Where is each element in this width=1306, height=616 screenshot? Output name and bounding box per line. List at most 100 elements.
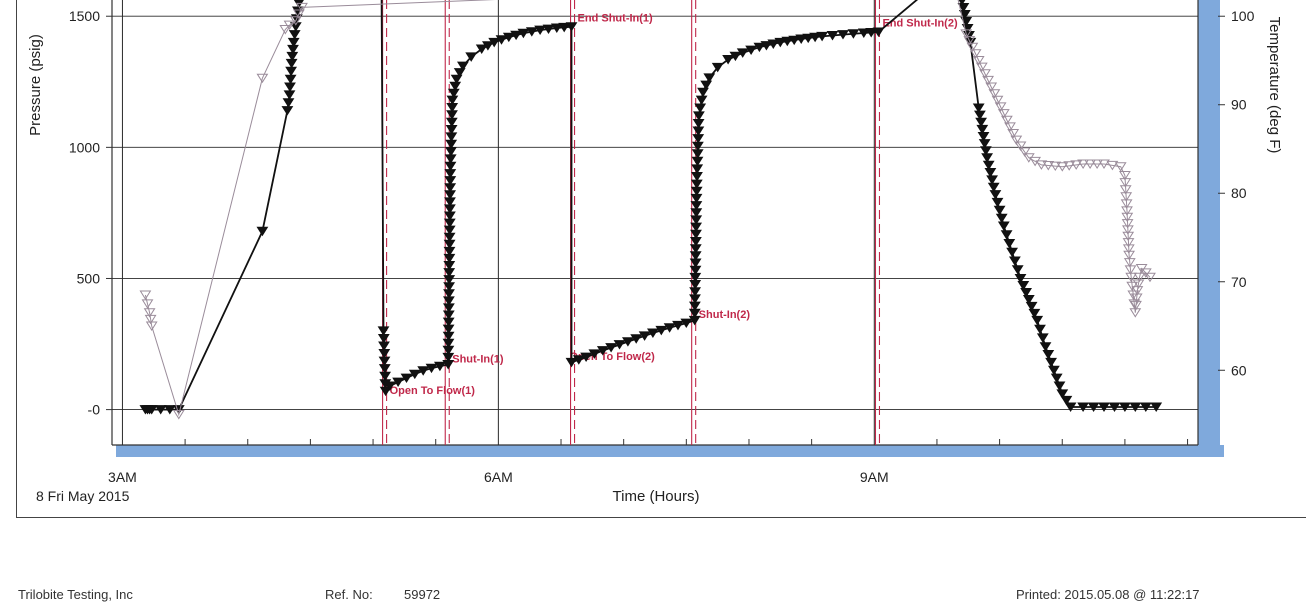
pressure-marker [865, 28, 878, 38]
pressure-marker [453, 68, 466, 78]
pressure-marker [1017, 281, 1030, 291]
pressure-marker [837, 30, 849, 40]
pressure-marker [1098, 402, 1110, 412]
pressure-marker [979, 146, 992, 156]
temperature-marker [1035, 160, 1048, 170]
pressure-marker [872, 27, 885, 37]
pressure-marker [534, 25, 547, 36]
printed-timestamp: Printed: 2015.05.08 @ 11:22:17 [1016, 587, 1200, 602]
pressure-marker [802, 33, 815, 44]
pressure-marker [695, 95, 708, 106]
pressure-marker [788, 35, 801, 46]
pressure-marker [722, 55, 735, 65]
temperature-marker [1120, 192, 1133, 202]
temperature-marker [1122, 244, 1135, 254]
temperature-marker [963, 36, 976, 46]
temperature-marker [289, 16, 302, 26]
temperature-marker [1121, 212, 1134, 223]
pressure-marker [502, 32, 515, 43]
pressure-marker [984, 168, 997, 178]
temperature-marker [1063, 161, 1076, 171]
pressure-marker [145, 405, 158, 415]
y-right-axis-title: Temperature (deg F) [1266, 17, 1283, 154]
pressure-marker [1139, 402, 1152, 412]
pressure-marker [857, 28, 870, 38]
pressure-marker [558, 22, 571, 33]
pressure-marker [1011, 265, 1024, 275]
pressure-marker [729, 51, 742, 62]
temperature-marker [1010, 135, 1023, 146]
pressure-marker [379, 386, 392, 397]
pressure-marker [1150, 402, 1163, 412]
pressure-marker [736, 48, 749, 58]
pressure-marker [816, 31, 829, 42]
pressure-marker [447, 88, 460, 99]
company-name: Trilobite Testing, Inc [18, 587, 133, 602]
pressure-marker [694, 103, 707, 113]
event-label: Open To Flow(1) [390, 385, 476, 397]
pressure-marker [285, 66, 298, 77]
pressure-marker [425, 363, 438, 374]
pressure-marker [449, 81, 462, 92]
x-date-label: 8 Fri May 2015 [36, 488, 130, 504]
event-label: End Shut-In(1) [578, 12, 653, 24]
temperature-marker [1133, 272, 1146, 283]
pressure-marker [638, 331, 651, 341]
pressure-marker [1020, 288, 1033, 298]
pressure-marker [1042, 350, 1055, 360]
pressure-marker [288, 30, 301, 40]
temperature-marker [960, 29, 973, 39]
x-tick-label: 6AM [484, 469, 513, 485]
temperature-marker [1124, 265, 1137, 275]
temperature-marker [143, 308, 156, 318]
temperature-marker [1144, 272, 1156, 283]
pressure-marker [285, 58, 298, 69]
pressure-marker [975, 117, 988, 128]
temperature-marker [979, 69, 991, 79]
pressure-marker [446, 95, 459, 106]
pressure-marker [284, 82, 296, 92]
temperature-marker [972, 56, 985, 66]
x-tick-label: 3AM [108, 469, 137, 485]
pressure-series-line [145, 0, 1157, 411]
temperature-marker [296, 2, 308, 13]
pressure-marker [417, 366, 430, 376]
pressure-marker [1087, 402, 1100, 412]
temperature-marker [988, 89, 1001, 99]
pressure-marker [481, 41, 494, 51]
y-left-tick-label: -0 [88, 402, 101, 418]
pressure-marker [1053, 381, 1066, 391]
temperature-marker [139, 290, 152, 300]
pressure-marker [1056, 389, 1069, 399]
pressure-marker [703, 73, 716, 83]
pressure-marker [1064, 402, 1077, 412]
temperature-marker [1091, 159, 1104, 169]
pressure-marker [973, 110, 986, 121]
temperature-marker [1106, 160, 1119, 171]
pressure-marker [655, 325, 668, 336]
y-left-tick-label: 1000 [69, 139, 100, 155]
temperature-marker [975, 62, 988, 73]
pressure-marker [1025, 301, 1038, 312]
pressure-marker [613, 340, 626, 350]
y-right-tick-label: 80 [1231, 185, 1247, 201]
temperature-marker [1125, 272, 1138, 283]
temperature-marker [172, 410, 185, 420]
pressure-marker [1050, 373, 1063, 384]
temperature-marker [982, 75, 995, 86]
pressure-marker [774, 37, 787, 48]
pressure-marker [1108, 402, 1121, 412]
y-right-tick-label: 60 [1231, 362, 1247, 378]
pressure-marker [621, 337, 634, 347]
temperature-marker [1098, 159, 1110, 169]
pressure-marker [456, 61, 469, 72]
pressure-marker [378, 356, 391, 367]
temperature-marker [256, 73, 269, 84]
y-left-tick-label: 500 [77, 270, 101, 286]
temperature-marker [283, 20, 296, 31]
pressure-marker [378, 349, 391, 359]
pressure-marker [525, 27, 538, 37]
pressure-marker [383, 381, 396, 391]
pressure-marker [289, 22, 302, 32]
pressure-marker [1118, 402, 1131, 412]
